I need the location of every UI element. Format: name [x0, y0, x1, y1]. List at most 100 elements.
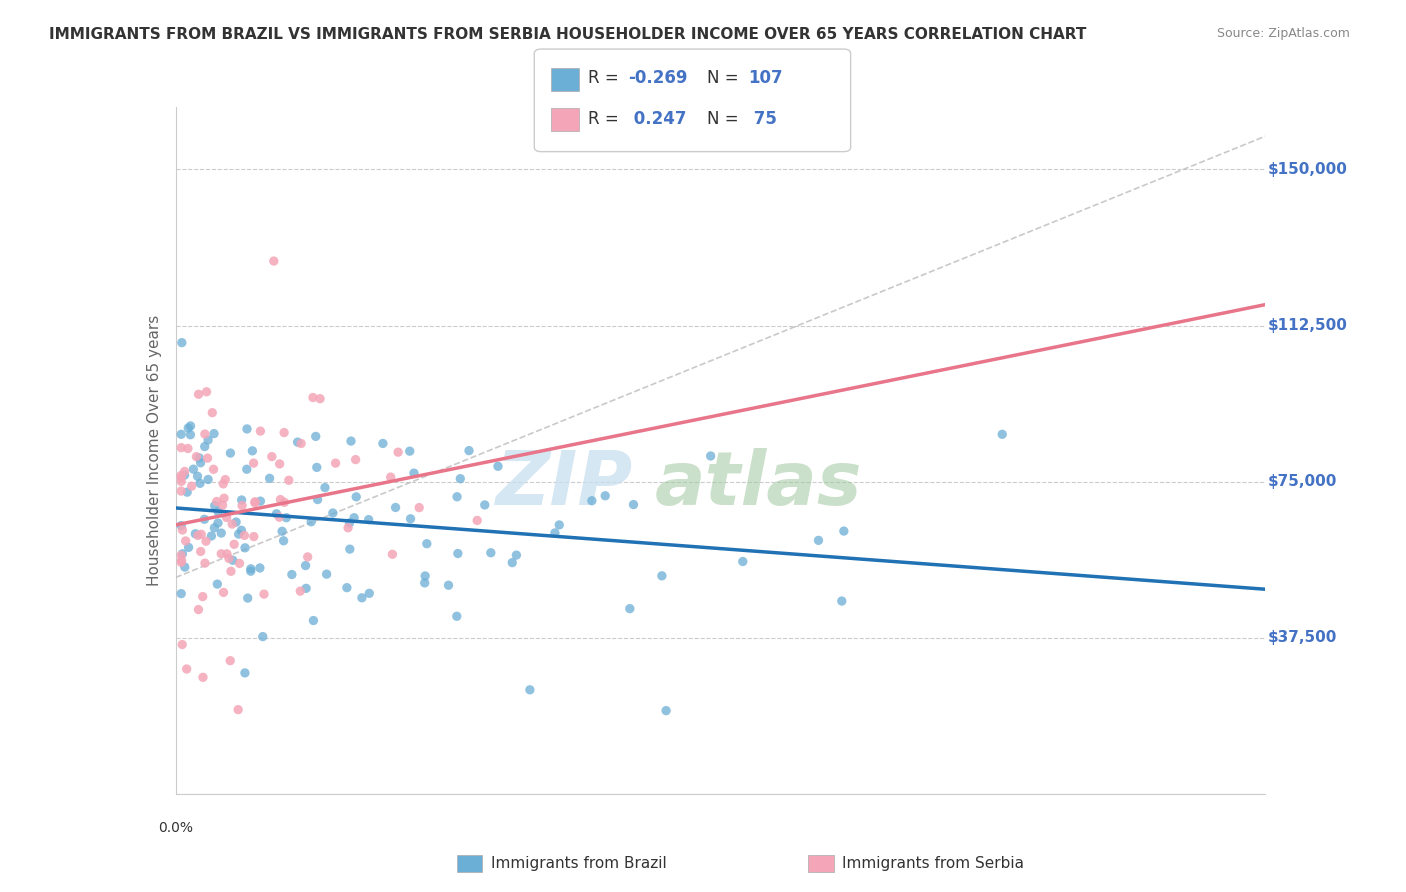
Point	[408, 500, 430, 515]
Point	[623, 498, 645, 512]
Point	[269, 510, 291, 524]
Point	[207, 505, 229, 519]
Point	[305, 460, 328, 475]
Point	[269, 457, 291, 471]
Text: 75: 75	[748, 110, 778, 128]
Point	[655, 704, 678, 718]
Text: IMMIGRANTS FROM BRAZIL VS IMMIGRANTS FROM SERBIA HOUSEHOLDER INCOME OVER 65 YEAR: IMMIGRANTS FROM BRAZIL VS IMMIGRANTS FRO…	[49, 27, 1087, 42]
Point	[204, 499, 226, 513]
Point	[249, 424, 271, 438]
Point	[249, 561, 271, 575]
Point	[281, 567, 304, 582]
Point	[219, 446, 242, 460]
Point	[302, 614, 325, 628]
Point	[190, 544, 212, 558]
Text: $75,000: $75,000	[1268, 475, 1337, 489]
Point	[194, 556, 217, 570]
Text: ZIP: ZIP	[496, 449, 633, 521]
Point	[501, 556, 523, 570]
Point	[277, 473, 299, 487]
Point	[176, 485, 198, 500]
Point	[242, 456, 264, 470]
Point	[222, 553, 245, 567]
Point	[294, 558, 316, 573]
Point	[263, 254, 285, 268]
Point	[186, 469, 208, 483]
Point	[202, 426, 225, 441]
Point	[228, 557, 250, 571]
Point	[170, 335, 193, 350]
Point	[339, 516, 361, 530]
Text: $150,000: $150,000	[1268, 162, 1347, 177]
Point	[212, 476, 235, 491]
Point	[173, 560, 195, 574]
Point	[187, 387, 209, 401]
Point	[194, 534, 217, 549]
Point	[187, 528, 209, 542]
Point	[170, 587, 193, 601]
Point	[212, 585, 235, 599]
Point	[458, 443, 481, 458]
Point	[544, 525, 567, 540]
Point	[273, 495, 295, 509]
Point	[215, 510, 238, 524]
Point	[170, 441, 193, 455]
Text: atlas: atlas	[655, 449, 863, 521]
Point	[207, 516, 229, 530]
Point	[991, 427, 1014, 442]
Text: 107: 107	[748, 70, 783, 87]
Point	[183, 462, 205, 476]
Point	[200, 529, 222, 543]
Point	[219, 564, 242, 578]
Point	[505, 548, 527, 562]
Point	[253, 587, 276, 601]
Point	[239, 562, 262, 576]
Point	[384, 500, 406, 515]
Point	[548, 517, 571, 532]
Point	[314, 481, 336, 495]
Point	[519, 682, 541, 697]
Point	[449, 472, 471, 486]
Point	[305, 429, 328, 443]
Point	[240, 443, 263, 458]
Point	[205, 494, 228, 508]
Point	[413, 569, 436, 583]
Point	[194, 427, 217, 442]
Point	[218, 551, 240, 566]
Point	[295, 582, 318, 596]
Point	[287, 435, 309, 450]
Point	[474, 498, 496, 512]
Point	[187, 602, 209, 616]
Point	[170, 553, 193, 567]
Text: Source: ZipAtlas.com: Source: ZipAtlas.com	[1216, 27, 1350, 40]
Point	[212, 491, 235, 506]
Point	[413, 575, 436, 590]
Point	[398, 444, 420, 458]
Point	[236, 591, 259, 605]
Point	[271, 524, 294, 539]
Point	[340, 434, 363, 448]
Point	[219, 654, 242, 668]
Point	[336, 581, 359, 595]
Point	[214, 473, 236, 487]
Text: $112,500: $112,500	[1268, 318, 1347, 333]
Point	[307, 492, 329, 507]
Point	[297, 549, 319, 564]
Point	[194, 440, 217, 454]
Point	[233, 541, 256, 555]
Point	[170, 427, 193, 442]
Point	[170, 484, 193, 499]
Point	[252, 630, 274, 644]
Point	[302, 391, 325, 405]
Point	[191, 670, 214, 684]
Point	[225, 515, 247, 529]
Point	[236, 422, 259, 436]
Point	[399, 512, 422, 526]
Point	[170, 470, 193, 484]
Point	[831, 594, 853, 608]
Text: Immigrants from Serbia: Immigrants from Serbia	[842, 856, 1024, 871]
Point	[170, 555, 193, 569]
Point	[339, 542, 361, 557]
Point	[581, 493, 603, 508]
Point	[170, 549, 193, 563]
